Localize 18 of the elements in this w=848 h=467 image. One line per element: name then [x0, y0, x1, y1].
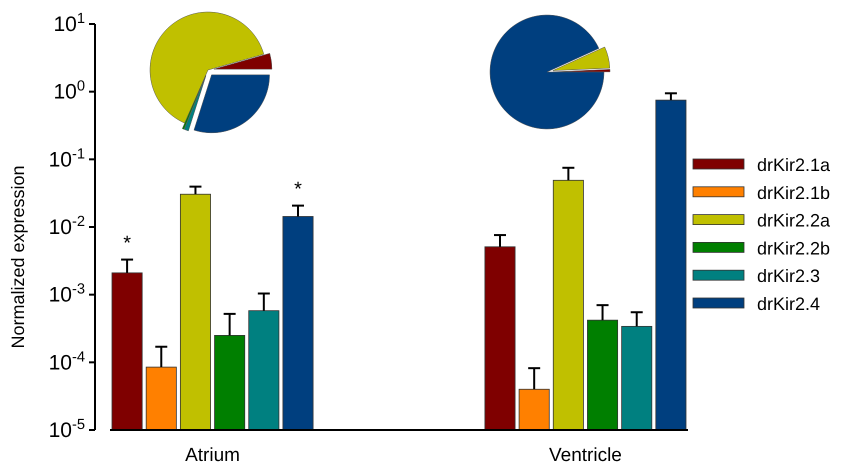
y-tick-label: 10$^{-4}$: [48, 349, 85, 374]
y-tick-label: 10$^{-5}$: [48, 417, 85, 442]
annotation: *: [294, 178, 302, 201]
legend-label: drKir2.1a: [757, 155, 832, 175]
legend-label: drKir2.1b: [757, 182, 830, 203]
y-axis-title: Normalized expression: [8, 165, 28, 349]
legend-label: drKir2.4: [757, 294, 820, 314]
y-tick-label: 10$^{-1}$: [48, 146, 85, 172]
x-tick-label: Atrium: [185, 445, 240, 466]
x-tick-label: Ventricle: [549, 445, 622, 466]
y-tick-label: 10$^{-3}$: [48, 282, 85, 307]
y-tick-label: 10$^{-2}$: [48, 214, 85, 239]
y-tick-label: 10$^{1}$: [53, 11, 85, 36]
legend-label: drKir2.2a: [757, 210, 832, 231]
annotation: *: [123, 232, 132, 255]
legend-label: drKir2.2b: [757, 238, 830, 258]
y-tick-label: 10$^{0}$: [53, 78, 85, 104]
legend-label: drKir2.3: [757, 266, 820, 286]
